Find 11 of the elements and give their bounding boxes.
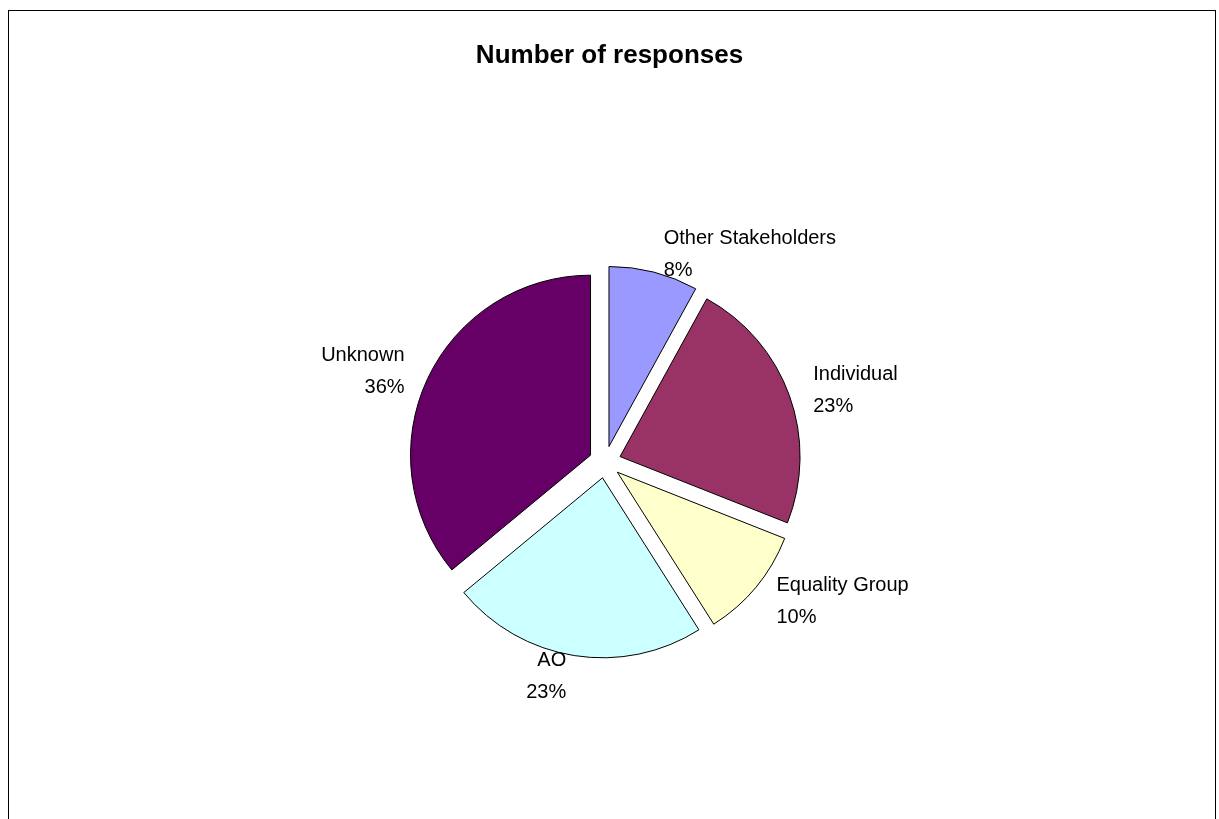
slice-label: Unknown bbox=[321, 343, 405, 366]
slice-label: AO bbox=[537, 648, 567, 671]
data-label: 36% bbox=[364, 375, 405, 398]
data-label: 23% bbox=[526, 680, 567, 703]
data-label: 23% bbox=[813, 393, 854, 416]
slice-label: Other Stakeholders bbox=[663, 225, 837, 248]
data-label: 8% bbox=[663, 257, 693, 280]
slice-label: Equality Group bbox=[776, 572, 909, 595]
data-label: 10% bbox=[776, 604, 817, 627]
slice-label: Individual bbox=[813, 361, 898, 384]
chart-title: Number of responses bbox=[475, 39, 744, 69]
